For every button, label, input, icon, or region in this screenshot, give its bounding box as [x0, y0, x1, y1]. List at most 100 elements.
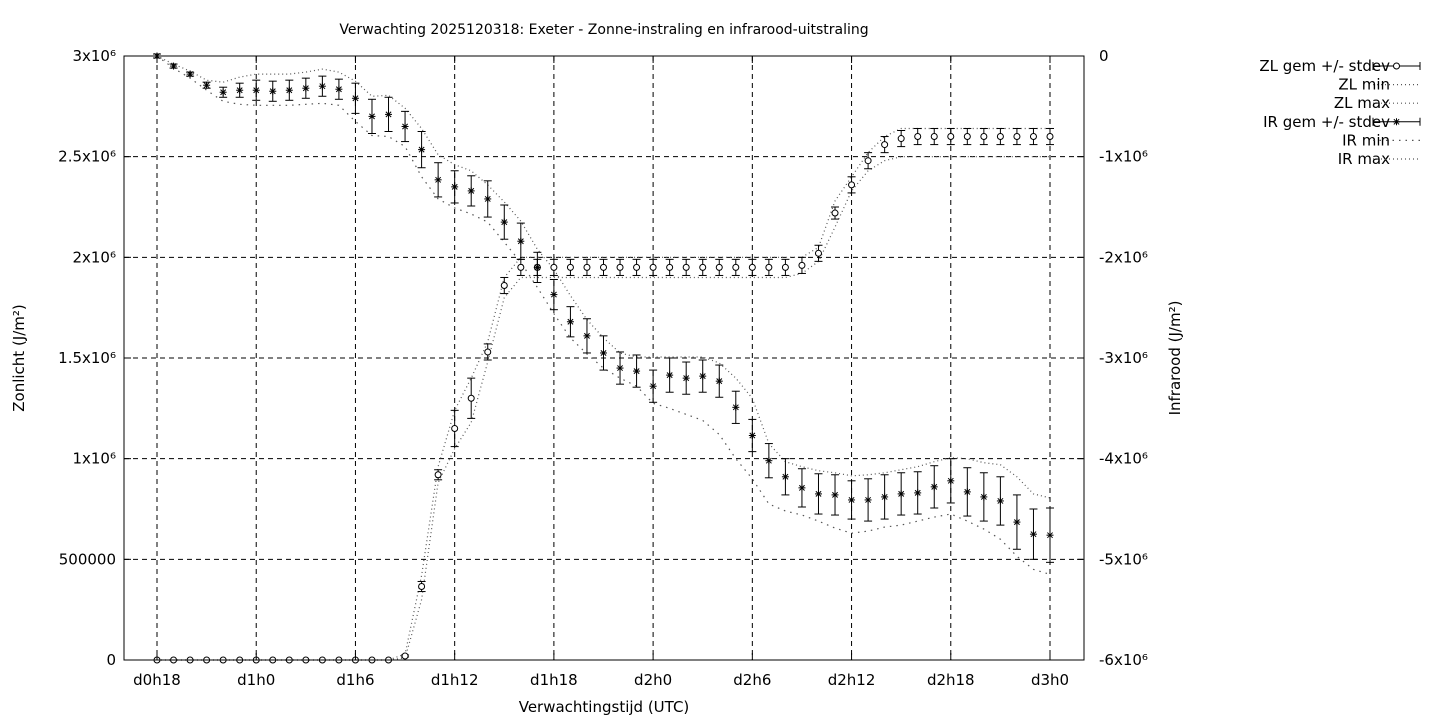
zl-point: [881, 141, 889, 149]
y-tick-label: 2x10⁶: [72, 248, 116, 266]
ir-point: [318, 82, 326, 90]
star-stroke: [402, 123, 409, 130]
star-stroke: [600, 349, 607, 356]
legend-label: ZL gem +/- stdev: [1259, 57, 1390, 75]
y-tick-label: 1.5x10⁶: [58, 349, 116, 367]
ir-point: [781, 473, 789, 481]
x-tick-label: d2h18: [927, 671, 975, 689]
star-stroke: [997, 497, 1004, 504]
zl-point: [814, 249, 822, 257]
zl-point: [550, 263, 558, 271]
star-stroke: [617, 365, 624, 372]
ir-point: [947, 477, 955, 485]
star-stroke: [1047, 532, 1053, 539]
ir-point: [252, 86, 260, 94]
ir-point: [980, 493, 988, 501]
star-stroke: [832, 491, 838, 498]
star-stroke: [418, 146, 425, 153]
star-stroke: [683, 375, 690, 382]
zl-point: [947, 133, 955, 141]
zl-point: [748, 263, 756, 271]
ir-point: [418, 146, 426, 154]
zl-point: [616, 263, 624, 271]
ir-point: [848, 496, 856, 504]
x-tick-label: d3h0: [1031, 671, 1069, 689]
chart-title: Verwachting 2025120318: Exeter - Zonne-i…: [339, 22, 868, 38]
ir-point: [583, 332, 591, 340]
ir-point: [831, 491, 839, 499]
star-stroke: [369, 113, 375, 120]
zl-point: [649, 263, 657, 271]
ir-point: [633, 367, 641, 375]
ir-point: [335, 85, 343, 93]
zl-point: [566, 263, 574, 271]
ir-point: [1013, 518, 1021, 526]
zl-point: [715, 263, 723, 271]
star-stroke: [931, 483, 938, 490]
ir-point: [434, 176, 442, 184]
star-stroke: [815, 490, 822, 497]
ir-point: [269, 87, 277, 95]
grid: [124, 56, 1084, 660]
star-stroke: [253, 87, 260, 94]
star-stroke: [765, 457, 772, 464]
y-axis-label: Zonlicht (J/m²): [10, 304, 28, 412]
ir-max-line: [156, 55, 1051, 499]
x-tick-label: d1h18: [530, 671, 578, 689]
ir-point: [682, 374, 690, 382]
ir-point: [798, 484, 806, 492]
ir-point: [897, 490, 905, 498]
zl-point: [897, 135, 905, 143]
zl-point: [963, 133, 971, 141]
y-tick-label: 2.5x10⁶: [58, 148, 116, 166]
star-stroke: [980, 493, 987, 500]
star-stroke: [501, 219, 508, 226]
star-stroke: [319, 83, 326, 90]
ir-point: [699, 372, 707, 380]
zl-point: [583, 263, 591, 271]
ir-point: [1029, 530, 1037, 538]
legend-label: ZL min: [1338, 76, 1390, 94]
y2-tick-label: -1x10⁶: [1099, 148, 1148, 166]
ir-min-line: [156, 55, 1051, 575]
star-stroke: [1013, 519, 1020, 526]
zl-point: [996, 133, 1004, 141]
zl-point: [781, 263, 789, 271]
star-stroke: [220, 89, 227, 96]
y-tick-label: 3x10⁶: [72, 47, 116, 65]
star-stroke: [335, 86, 342, 93]
ir-point: [566, 318, 574, 326]
star-stroke: [914, 489, 921, 496]
star-stroke: [650, 383, 657, 390]
zl-point: [517, 263, 525, 271]
zl-point: [1029, 133, 1037, 141]
star-stroke: [947, 477, 954, 484]
y-tick-label: 500000: [59, 550, 116, 568]
ir-point: [1046, 531, 1054, 539]
ir-point: [401, 122, 409, 130]
y2-tick-label: -2x10⁶: [1099, 248, 1148, 266]
star-stroke: [302, 85, 309, 92]
zl-point: [798, 261, 806, 269]
star-stroke: [534, 264, 541, 271]
x-tick-label: d2h12: [828, 671, 876, 689]
zl-point: [600, 263, 607, 271]
zl-point: [633, 263, 641, 271]
zl-point: [484, 348, 492, 356]
star-stroke: [865, 496, 872, 503]
zl-point: [451, 424, 459, 432]
zl-point: [864, 157, 872, 165]
x-tick-label: d1h12: [431, 671, 479, 689]
star-stroke: [1030, 531, 1037, 538]
zl-point: [848, 181, 856, 189]
y2-tick-label: -5x10⁶: [1099, 550, 1148, 568]
ir-point: [732, 403, 740, 411]
star-stroke: [633, 368, 640, 375]
zl-point: [434, 471, 442, 479]
ir-point: [881, 493, 889, 501]
ir-point: [533, 263, 541, 271]
x-axis-label: Verwachtingstijd (UTC): [519, 698, 690, 716]
zl-point: [401, 652, 409, 660]
y2-tick-label: -4x10⁶: [1099, 450, 1148, 468]
